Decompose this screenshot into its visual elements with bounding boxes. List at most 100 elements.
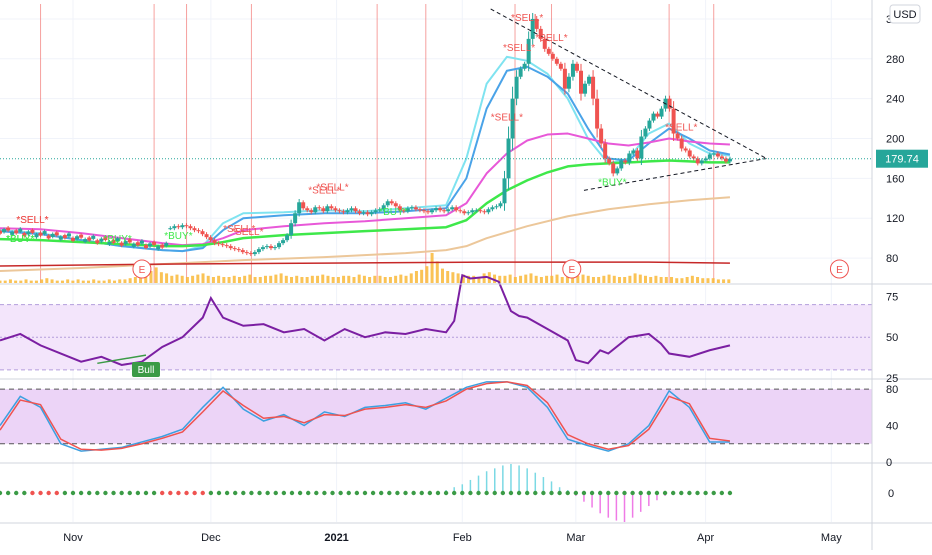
candle-body[interactable]: [595, 98, 600, 129]
candle-body[interactable]: [478, 210, 483, 212]
candle-body[interactable]: [695, 158, 700, 164]
earnings-marker[interactable]: [562, 259, 582, 279]
candle-body[interactable]: [635, 150, 640, 159]
candle-body[interactable]: [285, 235, 290, 241]
candle-body[interactable]: [373, 210, 378, 213]
candle-body[interactable]: [587, 76, 592, 84]
candle-body[interactable]: [579, 70, 584, 94]
candle-body[interactable]: [337, 210, 342, 212]
candle-body[interactable]: [244, 252, 249, 254]
candle-body[interactable]: [305, 208, 310, 211]
candle-body[interactable]: [458, 210, 463, 212]
candle-body[interactable]: [289, 223, 294, 236]
candle-body[interactable]: [667, 98, 672, 109]
candle-body[interactable]: [438, 208, 443, 211]
candle-body[interactable]: [293, 213, 298, 224]
candle-body[interactable]: [240, 250, 245, 253]
candle-body[interactable]: [389, 201, 394, 204]
candle-body[interactable]: [574, 63, 579, 71]
candle-body[interactable]: [172, 226, 177, 229]
candle-body[interactable]: [38, 232, 43, 236]
candle-body[interactable]: [603, 143, 608, 159]
candle-body[interactable]: [208, 237, 213, 241]
candle-body[interactable]: [562, 68, 567, 89]
candle-body[interactable]: [184, 225, 189, 227]
candle-body[interactable]: [434, 208, 439, 211]
candle-body[interactable]: [87, 237, 92, 241]
candle-body[interactable]: [542, 38, 547, 49]
candle-body[interactable]: [268, 246, 273, 249]
candle-body[interactable]: [333, 208, 338, 211]
candle-body[interactable]: [538, 28, 543, 39]
candle-body[interactable]: [381, 205, 386, 210]
candle-body[interactable]: [623, 160, 628, 163]
candle-body[interactable]: [321, 208, 326, 212]
candle-body[interactable]: [691, 156, 696, 159]
candle-body[interactable]: [103, 237, 108, 241]
candle-body[interactable]: [131, 243, 136, 247]
candle-body[interactable]: [409, 207, 414, 209]
candle-body[interactable]: [530, 18, 535, 39]
candle-body[interactable]: [46, 235, 51, 239]
candle-body[interactable]: [490, 207, 495, 210]
candle-body[interactable]: [377, 209, 382, 211]
candle-body[interactable]: [397, 206, 402, 211]
candle-body[interactable]: [62, 235, 67, 239]
candle-body[interactable]: [393, 203, 398, 207]
candle-body[interactable]: [486, 209, 491, 213]
candle-body[interactable]: [526, 38, 531, 64]
candle-body[interactable]: [442, 210, 447, 212]
candle-body[interactable]: [550, 53, 555, 59]
candle-body[interactable]: [341, 211, 346, 213]
candle-body[interactable]: [22, 233, 27, 237]
candle-body[interactable]: [168, 228, 173, 230]
candle-body[interactable]: [651, 113, 656, 121]
candle-body[interactable]: [619, 160, 624, 169]
candle-body[interactable]: [212, 240, 217, 244]
candle-body[interactable]: [566, 76, 571, 89]
candle-body[interactable]: [264, 246, 269, 248]
candle-body[interactable]: [639, 136, 644, 159]
candle-body[interactable]: [659, 108, 664, 117]
candle-body[interactable]: [611, 163, 616, 174]
candle-body[interactable]: [232, 248, 237, 250]
candle-body[interactable]: [50, 233, 55, 237]
candle-body[interactable]: [715, 153, 720, 157]
candle-body[interactable]: [160, 244, 165, 248]
candle-body[interactable]: [119, 242, 124, 246]
candle-body[interactable]: [180, 225, 185, 228]
candle-body[interactable]: [152, 241, 157, 245]
candle-body[interactable]: [369, 212, 374, 215]
candle-body[interactable]: [176, 226, 181, 228]
candle-body[interactable]: [679, 138, 684, 149]
candle-body[interactable]: [309, 210, 314, 213]
candle-body[interactable]: [430, 210, 435, 213]
candle-body[interactable]: [554, 58, 559, 64]
candle-body[interactable]: [631, 150, 636, 154]
candle-body[interactable]: [426, 211, 431, 213]
candle-body[interactable]: [156, 246, 161, 250]
candle-body[interactable]: [627, 153, 632, 163]
candle-body[interactable]: [506, 138, 511, 179]
candle-body[interactable]: [70, 237, 75, 241]
candle-body[interactable]: [277, 243, 282, 248]
candle-body[interactable]: [405, 208, 410, 212]
candle-body[interactable]: [707, 154, 712, 159]
candle-body[interactable]: [454, 207, 459, 211]
candle-body[interactable]: [417, 209, 422, 211]
currency-box[interactable]: [889, 4, 921, 24]
candle-body[interactable]: [675, 133, 680, 139]
candle-body[interactable]: [30, 229, 35, 233]
candle-body[interactable]: [196, 230, 201, 232]
candle-body[interactable]: [256, 249, 261, 253]
candle-body[interactable]: [687, 150, 692, 157]
candle-body[interactable]: [123, 241, 128, 245]
earnings-marker[interactable]: [132, 259, 152, 279]
candle-body[interactable]: [34, 234, 39, 238]
candle-body[interactable]: [329, 206, 334, 209]
candle-body[interactable]: [466, 212, 471, 214]
candle-body[interactable]: [95, 240, 100, 244]
candle-body[interactable]: [0, 230, 2, 234]
candle-body[interactable]: [353, 208, 358, 212]
candle-body[interactable]: [66, 233, 71, 237]
